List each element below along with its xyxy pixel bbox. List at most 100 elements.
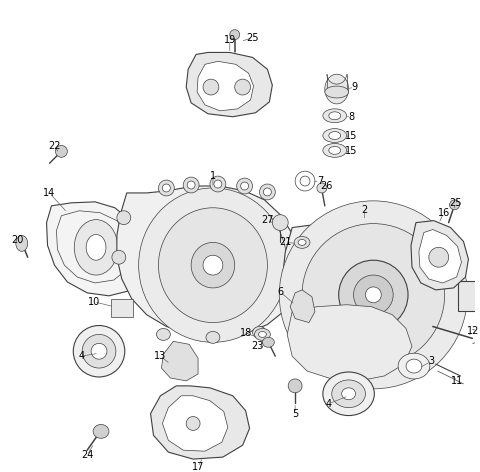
Ellipse shape — [203, 79, 219, 95]
Ellipse shape — [187, 181, 195, 189]
Text: 26: 26 — [321, 181, 333, 191]
Text: 11: 11 — [451, 376, 464, 386]
Ellipse shape — [263, 337, 275, 347]
Polygon shape — [57, 211, 131, 283]
Ellipse shape — [325, 86, 348, 98]
Ellipse shape — [191, 243, 235, 288]
Text: 5: 5 — [292, 409, 298, 419]
Ellipse shape — [117, 211, 131, 225]
Text: 3: 3 — [429, 356, 435, 366]
Text: 13: 13 — [154, 351, 167, 361]
Ellipse shape — [342, 388, 356, 400]
Text: 4: 4 — [326, 399, 332, 409]
Text: 4: 4 — [78, 351, 84, 361]
Ellipse shape — [365, 287, 381, 303]
Ellipse shape — [323, 372, 374, 415]
Ellipse shape — [298, 239, 306, 245]
Ellipse shape — [91, 343, 107, 359]
Polygon shape — [419, 229, 461, 283]
Ellipse shape — [203, 255, 223, 275]
Text: 21: 21 — [279, 237, 291, 247]
Ellipse shape — [329, 146, 341, 154]
Ellipse shape — [279, 201, 468, 389]
Text: 15: 15 — [346, 131, 358, 141]
Ellipse shape — [294, 236, 310, 248]
Ellipse shape — [258, 331, 266, 337]
Ellipse shape — [206, 331, 220, 343]
Ellipse shape — [317, 183, 327, 193]
Ellipse shape — [158, 180, 174, 196]
Polygon shape — [290, 290, 315, 322]
Polygon shape — [186, 52, 272, 117]
Ellipse shape — [86, 235, 106, 260]
Text: 18: 18 — [240, 329, 252, 338]
Text: 9: 9 — [351, 82, 358, 92]
Ellipse shape — [332, 380, 365, 408]
Text: 2: 2 — [361, 205, 368, 215]
Text: 25: 25 — [246, 33, 259, 42]
Ellipse shape — [183, 177, 199, 193]
Text: 25: 25 — [449, 198, 462, 208]
Ellipse shape — [329, 112, 341, 120]
Ellipse shape — [339, 260, 408, 329]
Ellipse shape — [302, 224, 444, 366]
Text: 24: 24 — [81, 450, 93, 460]
Text: 16: 16 — [438, 208, 450, 218]
Ellipse shape — [406, 359, 422, 373]
Text: 19: 19 — [224, 34, 236, 44]
Text: 6: 6 — [277, 287, 283, 297]
Text: 12: 12 — [467, 327, 480, 337]
Ellipse shape — [398, 353, 430, 379]
Ellipse shape — [156, 329, 170, 340]
Ellipse shape — [323, 129, 347, 143]
Polygon shape — [117, 186, 297, 337]
Ellipse shape — [210, 176, 226, 192]
Ellipse shape — [240, 182, 249, 190]
Ellipse shape — [325, 74, 348, 104]
Ellipse shape — [300, 176, 310, 186]
Ellipse shape — [162, 184, 170, 192]
Polygon shape — [162, 396, 228, 451]
Polygon shape — [47, 202, 146, 296]
Ellipse shape — [82, 335, 116, 368]
Ellipse shape — [272, 215, 288, 230]
Text: 27: 27 — [261, 215, 274, 225]
Ellipse shape — [139, 188, 287, 342]
Ellipse shape — [158, 208, 267, 322]
Ellipse shape — [56, 145, 67, 157]
Ellipse shape — [73, 326, 125, 377]
Ellipse shape — [329, 132, 341, 140]
Text: 23: 23 — [252, 341, 264, 351]
Polygon shape — [161, 341, 198, 381]
Ellipse shape — [230, 30, 240, 40]
Bar — [111, 299, 132, 317]
Text: 17: 17 — [192, 462, 204, 472]
Ellipse shape — [214, 180, 222, 188]
Ellipse shape — [450, 200, 459, 210]
Ellipse shape — [74, 219, 118, 275]
Ellipse shape — [252, 327, 266, 338]
Text: 7: 7 — [317, 176, 323, 186]
Ellipse shape — [16, 236, 28, 251]
Text: 15: 15 — [346, 146, 358, 156]
Text: 10: 10 — [88, 297, 100, 307]
Polygon shape — [411, 220, 468, 290]
Text: 1: 1 — [210, 171, 216, 181]
Ellipse shape — [323, 109, 347, 123]
Text: 20: 20 — [12, 236, 24, 245]
Polygon shape — [457, 281, 480, 311]
Ellipse shape — [429, 247, 449, 267]
Polygon shape — [151, 386, 250, 459]
Ellipse shape — [260, 184, 276, 200]
Ellipse shape — [354, 275, 393, 315]
Ellipse shape — [93, 424, 109, 438]
Ellipse shape — [264, 188, 271, 196]
Ellipse shape — [235, 79, 251, 95]
Text: 8: 8 — [348, 112, 355, 122]
Ellipse shape — [254, 329, 270, 340]
Text: 22: 22 — [48, 142, 60, 152]
Ellipse shape — [288, 379, 302, 393]
Ellipse shape — [237, 178, 252, 194]
Polygon shape — [287, 305, 412, 381]
Ellipse shape — [112, 250, 126, 264]
